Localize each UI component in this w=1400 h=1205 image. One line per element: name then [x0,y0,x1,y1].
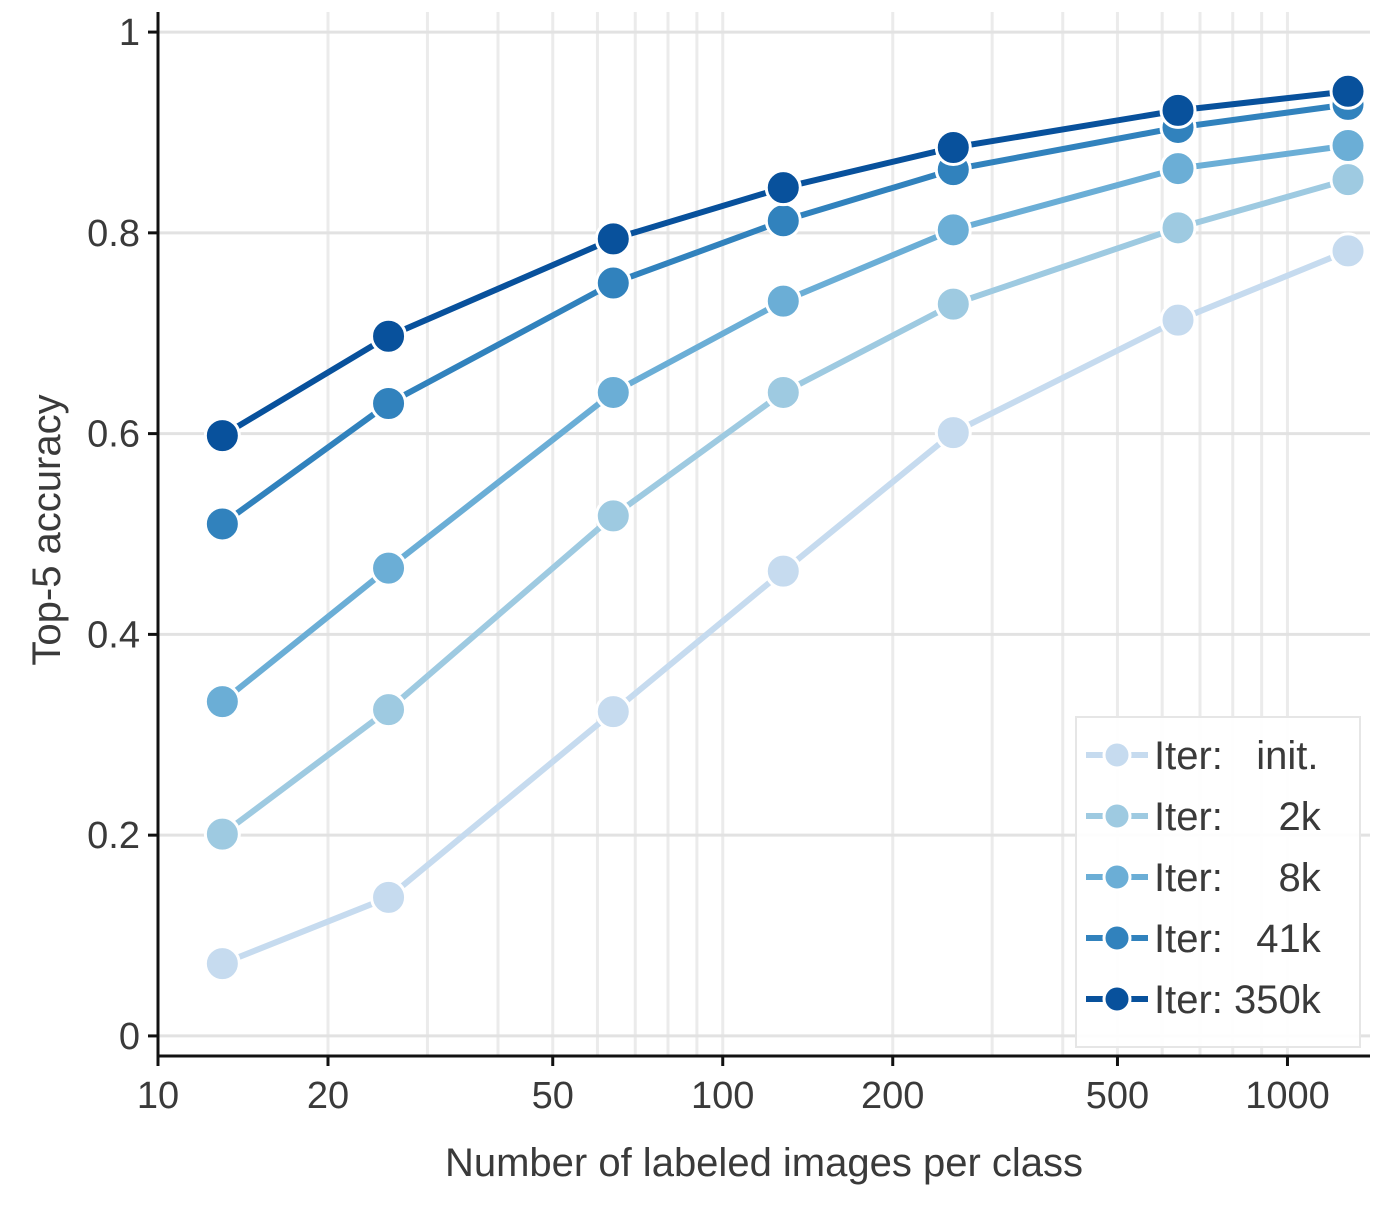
data-point [764,282,802,320]
data-point [934,211,972,249]
x-axis-title: Number of labeled images per class [445,1141,1083,1185]
legend-label: Iter: 350k [1154,978,1322,1022]
data-point [1159,91,1197,129]
data-point [594,220,632,258]
x-tick-label: 500 [1086,1075,1149,1117]
legend-marker [1102,923,1132,953]
data-point [764,373,802,411]
data-point [370,385,408,422]
data-point [934,285,972,323]
data-point [1159,209,1197,247]
data-point [1329,127,1367,165]
legend-label: Iter: 2k [1154,795,1322,839]
data-point [1159,301,1197,339]
x-tick-label: 100 [691,1075,754,1117]
data-point [1329,72,1367,110]
data-point [594,264,632,302]
legend-label: Iter: init. [1154,734,1319,778]
data-point [764,169,802,207]
legend-marker [1102,862,1132,892]
data-point [764,202,802,240]
y-tick-label: 0.2 [87,815,140,857]
data-point [1329,161,1367,199]
legend-marker [1102,801,1132,831]
data-point [203,505,241,543]
y-axis-title: Top-5 accuracy [25,394,69,665]
y-tick-label: 0.4 [87,614,140,656]
y-tick-label: 0.6 [87,414,140,456]
legend-label: Iter: 41k [1154,917,1322,961]
y-tick-label: 0.8 [87,213,140,255]
y-tick-label: 1 [119,12,140,54]
data-point [370,317,408,355]
data-point [1159,150,1197,188]
x-tick-label: 20 [307,1075,349,1117]
data-point [203,683,241,721]
data-point [203,417,241,455]
data-point [934,414,972,452]
series-4 [203,72,1367,455]
data-point [370,691,408,729]
x-tick-label: 50 [532,1075,574,1117]
legend-marker [1102,984,1132,1014]
data-point [203,815,241,853]
data-point [370,549,408,587]
data-point [764,552,802,590]
x-tick-label: 200 [861,1075,924,1117]
data-point [594,497,632,535]
legend-marker [1102,740,1132,770]
legend-label: Iter: 8k [1154,856,1322,900]
series-0 [203,232,1367,983]
data-point [934,129,972,167]
series-group [203,72,1367,983]
x-tick-label: 1000 [1245,1075,1330,1117]
y-tick-label: 0 [119,1016,140,1058]
data-point [594,693,632,731]
data-point [1329,232,1367,270]
legend: Iter: init. Iter: 2k Iter: 8k Iter: 41k Iter… [1075,716,1361,1048]
series-1 [203,161,1367,853]
x-tick-label: 10 [137,1075,179,1117]
axes: 10 20 50 100 200 500 1000 0 0.2 0.4 0.6 0.8 1 [87,12,1370,1117]
data-point [594,373,632,411]
data-point [203,945,241,983]
series-2 [203,127,1367,721]
data-point [370,878,408,916]
